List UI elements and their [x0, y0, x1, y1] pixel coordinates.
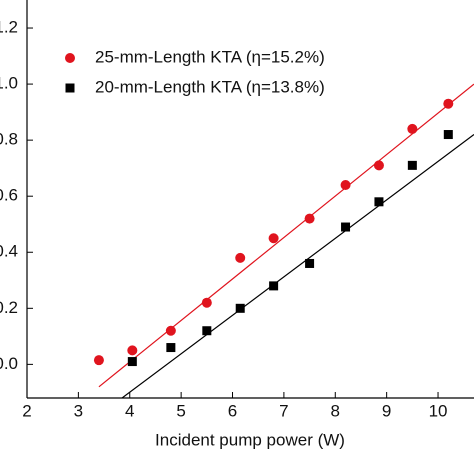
x-tick-label: 3 [74, 401, 83, 420]
data-point [201, 297, 212, 308]
y-tick-label: 0.6 [0, 186, 18, 205]
data-point [443, 130, 453, 140]
data-point [407, 160, 417, 170]
legend-marker [65, 53, 75, 63]
data-point [407, 123, 418, 134]
data-point [166, 343, 176, 353]
x-tick-label: 7 [279, 401, 288, 420]
data-point [93, 355, 104, 366]
data-point [202, 326, 212, 336]
x-tick-label: 2 [22, 401, 31, 420]
x-tick-label: 6 [228, 401, 237, 420]
legend-marker [65, 83, 75, 93]
y-tick-label: 0.0 [0, 354, 18, 373]
data-point [235, 252, 246, 263]
data-point [269, 281, 279, 291]
x-axis-label: Incident pump power (W) [155, 430, 345, 449]
y-tick-label: 0.4 [0, 242, 18, 261]
data-point [127, 345, 138, 356]
y-tick-label: 1.0 [0, 74, 18, 93]
data-point [268, 233, 279, 244]
data-point [340, 179, 351, 190]
legend-label: 25-mm-Length KTA (η=15.2%) [95, 47, 325, 66]
data-point [165, 325, 176, 336]
fit-line [121, 134, 474, 399]
legend-label: 20-mm-Length KTA (η=13.8%) [95, 77, 325, 96]
fit-line [98, 83, 474, 388]
y-tick-label: 0.8 [0, 130, 18, 149]
data-point [235, 303, 245, 313]
x-tick-label: 5 [176, 401, 185, 420]
data-point [341, 222, 351, 232]
x-tick-label: 8 [331, 401, 340, 420]
x-tick-label: 4 [125, 401, 134, 420]
data-point [443, 98, 454, 109]
x-tick-label: 9 [382, 401, 391, 420]
data-point [127, 357, 137, 367]
data-point [304, 213, 315, 224]
data-point [374, 197, 384, 207]
y-tick-label: 0.2 [0, 298, 18, 317]
data-point [305, 258, 315, 268]
y-tick-label: 1.2 [0, 18, 18, 37]
x-tick-label: 10 [429, 401, 448, 420]
data-point [373, 160, 384, 171]
